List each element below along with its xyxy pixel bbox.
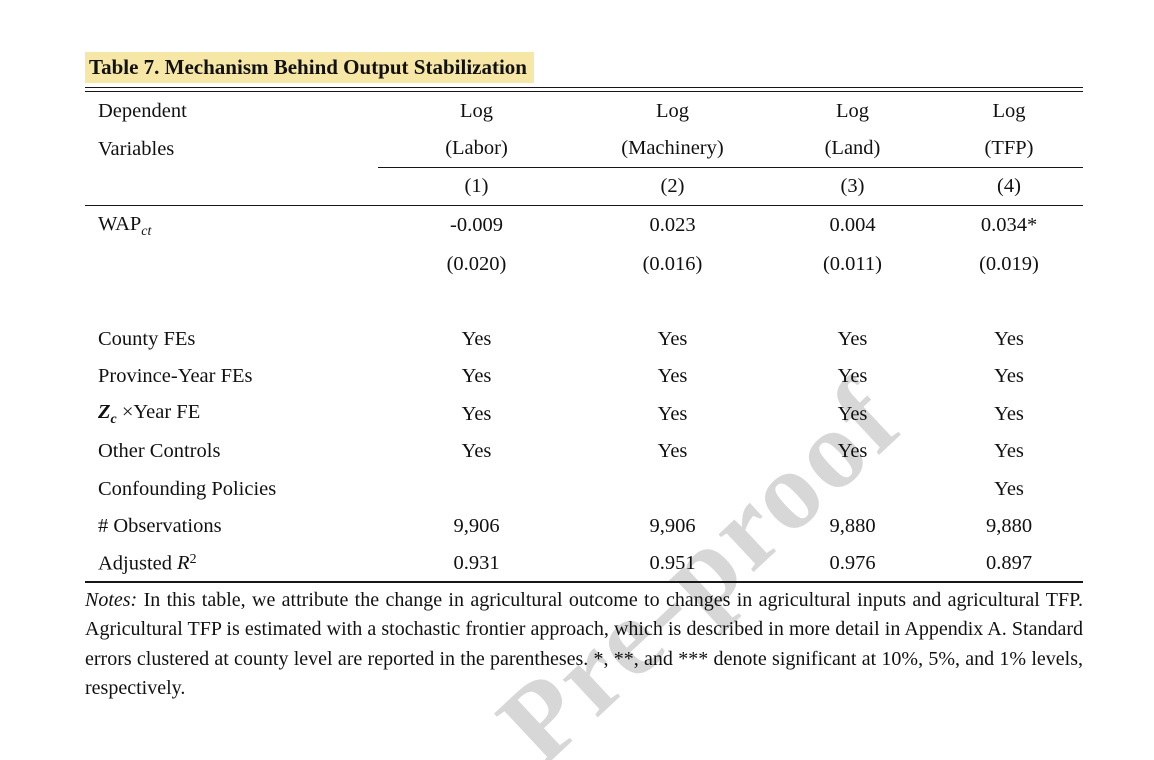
wap-base: WAP bbox=[98, 212, 142, 235]
obs-machinery: 9,906 bbox=[649, 515, 696, 538]
provyear-fe-land: Yes bbox=[837, 365, 868, 388]
zc-year-fe-label: Zc ×Year FE bbox=[85, 396, 378, 433]
zc-fe-machinery: Yes bbox=[657, 402, 688, 425]
province-year-fe-label: Province-Year FEs bbox=[98, 365, 253, 388]
confounding-land bbox=[770, 471, 935, 508]
county-fe-label: County FEs bbox=[98, 327, 196, 350]
adjusted-r2-label: Adjusted R2 bbox=[85, 545, 378, 583]
wap-subscript: ct bbox=[141, 223, 152, 239]
provyear-fe-tfp: Yes bbox=[994, 365, 1024, 388]
zc-rest: ×Year FE bbox=[116, 400, 201, 423]
adjr2-labor: 0.931 bbox=[378, 545, 575, 583]
adjusted-r2-row: Adjusted R2 0.931 0.951 0.976 0.897 bbox=[85, 545, 1083, 583]
wap-coef-machinery: 0.023 bbox=[649, 214, 696, 237]
wap-coefficient-row: WAPct -0.009 0.023 0.004 0.034* bbox=[85, 206, 1083, 246]
col-header-log-tfp: Log bbox=[992, 99, 1026, 122]
r2-superscript: 2 bbox=[189, 551, 197, 567]
other-controls-tfp: Yes bbox=[994, 440, 1024, 463]
other-controls-land: Yes bbox=[837, 440, 868, 463]
county-fe-machinery: Yes bbox=[657, 327, 688, 350]
se-land: (0.011) bbox=[822, 253, 883, 276]
col-number-4: (4) bbox=[935, 167, 1083, 206]
zc-subscript: c bbox=[110, 411, 117, 427]
obs-tfp: 9,880 bbox=[985, 515, 1033, 538]
observations-label: # Observations bbox=[98, 515, 222, 538]
obs-land: 9,880 bbox=[829, 515, 876, 538]
obs-labor: 9,906 bbox=[453, 515, 500, 538]
zc-z: Z bbox=[98, 400, 111, 423]
other-controls-labor: Yes bbox=[461, 440, 492, 463]
top-double-rule bbox=[85, 87, 1083, 92]
observations-row: # Observations 9,906 9,906 9,880 9,880 bbox=[85, 508, 1083, 546]
confounding-policies-label: Confounding Policies bbox=[98, 477, 277, 500]
zc-fe-tfp: Yes bbox=[994, 402, 1024, 425]
se-labor: (0.020) bbox=[446, 253, 507, 276]
empty-cell bbox=[85, 167, 378, 206]
wap-coef-land: 0.004 bbox=[829, 214, 876, 237]
dep-var-label-line1: Dependent bbox=[98, 99, 187, 122]
province-year-fe-row: Province-Year FEs Yes Yes Yes Yes bbox=[85, 358, 1083, 396]
se-tfp: (0.019) bbox=[979, 253, 1039, 276]
county-fe-land: Yes bbox=[837, 327, 868, 350]
col-number-1: (1) bbox=[378, 167, 575, 206]
table-block: Table 7. Mechanism Behind Output Stabili… bbox=[85, 0, 1083, 704]
header-row-1: Dependent Log Log Log Log bbox=[85, 92, 1083, 131]
confounding-policies-row: Confounding Policies Yes bbox=[85, 471, 1083, 508]
adjr2-machinery: 0.951 bbox=[575, 545, 770, 583]
r-symbol: R bbox=[177, 551, 190, 574]
col-header-log-land: Log bbox=[835, 99, 870, 122]
other-controls-label: Other Controls bbox=[98, 440, 221, 463]
empty-cell bbox=[85, 284, 1083, 321]
confounding-tfp: Yes bbox=[994, 477, 1024, 500]
spacer-row bbox=[85, 284, 1083, 321]
provyear-fe-machinery: Yes bbox=[657, 365, 688, 388]
zc-fe-labor: Yes bbox=[461, 402, 492, 425]
other-controls-machinery: Yes bbox=[657, 440, 688, 463]
provyear-fe-labor: Yes bbox=[461, 365, 492, 388]
header-row-2: Variables (Labor) (Machinery) (Land) (TF… bbox=[85, 130, 1083, 168]
empty-cell bbox=[85, 246, 378, 284]
adjusted-text: Adjusted bbox=[98, 551, 173, 574]
se-machinery: (0.016) bbox=[642, 253, 703, 276]
col-header-log-labor: Log bbox=[459, 99, 494, 122]
zc-fe-land: Yes bbox=[837, 402, 868, 425]
col-subheader-land: (Land) bbox=[770, 130, 935, 168]
col-subheader-labor: (Labor) bbox=[378, 130, 575, 168]
dep-var-label-line2: Variables bbox=[98, 137, 175, 160]
wap-coef-labor: -0.009 bbox=[450, 214, 503, 237]
wap-variable-label: WAPct bbox=[85, 206, 378, 246]
table-notes: Notes: In this table, we attribute the c… bbox=[85, 586, 1083, 704]
wap-coef-tfp: 0.034* bbox=[980, 214, 1038, 237]
confounding-machinery bbox=[575, 471, 770, 508]
regression-table: Dependent Log Log Log Log Variables (Lab… bbox=[85, 92, 1083, 583]
col-subheader-tfp: (TFP) bbox=[935, 130, 1083, 168]
header-row-numbers: (1) (2) (3) (4) bbox=[85, 167, 1083, 206]
highlighted-table-title: Table 7. Mechanism Behind Output Stabili… bbox=[85, 52, 534, 83]
county-fe-labor: Yes bbox=[461, 327, 492, 350]
col-number-2: (2) bbox=[575, 167, 770, 206]
standard-error-row: (0.020) (0.016) (0.011) (0.019) bbox=[85, 246, 1083, 284]
col-header-log-machinery: Log bbox=[655, 99, 690, 122]
col-subheader-machinery: (Machinery) bbox=[575, 130, 770, 168]
table-caption: Table 7. Mechanism Behind Output Stabili… bbox=[85, 52, 1083, 83]
notes-label: Notes: bbox=[85, 588, 138, 611]
county-fe-tfp: Yes bbox=[994, 327, 1024, 350]
notes-text: In this table, we attribute the change i… bbox=[85, 588, 1083, 700]
adjr2-land: 0.976 bbox=[770, 545, 935, 583]
col-number-3: (3) bbox=[770, 167, 935, 206]
county-fe-row: County FEs Yes Yes Yes Yes bbox=[85, 321, 1083, 358]
zc-year-fe-row: Zc ×Year FE Yes Yes Yes Yes bbox=[85, 396, 1083, 433]
other-controls-row: Other Controls Yes Yes Yes Yes bbox=[85, 433, 1083, 471]
confounding-labor bbox=[378, 471, 575, 508]
adjr2-tfp: 0.897 bbox=[935, 545, 1083, 583]
